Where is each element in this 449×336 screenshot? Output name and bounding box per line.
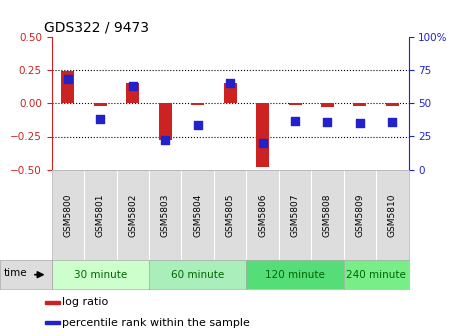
Point — [291, 118, 299, 123]
Text: GSM5804: GSM5804 — [193, 193, 202, 237]
Text: percentile rank within the sample: percentile rank within the sample — [62, 318, 250, 328]
Bar — [45, 301, 60, 303]
Text: GSM5805: GSM5805 — [225, 193, 235, 237]
Point — [226, 81, 233, 86]
Text: GSM5800: GSM5800 — [63, 193, 72, 237]
Bar — [191, 103, 204, 104]
Text: GSM5806: GSM5806 — [258, 193, 267, 237]
Text: GDS322 / 9473: GDS322 / 9473 — [44, 20, 150, 34]
Text: GSM5808: GSM5808 — [323, 193, 332, 237]
Point — [162, 138, 169, 143]
Text: 120 minute: 120 minute — [265, 270, 325, 280]
Text: GSM5810: GSM5810 — [388, 193, 397, 237]
Text: 60 minute: 60 minute — [171, 270, 224, 280]
Text: GSM5801: GSM5801 — [96, 193, 105, 237]
Text: GSM5803: GSM5803 — [161, 193, 170, 237]
Bar — [94, 103, 107, 106]
Point — [64, 77, 71, 82]
Bar — [289, 103, 302, 104]
Text: 30 minute: 30 minute — [74, 270, 127, 280]
Bar — [159, 103, 172, 140]
Point — [324, 119, 331, 125]
Bar — [386, 103, 399, 106]
Point — [194, 122, 201, 127]
Point — [259, 140, 266, 146]
Bar — [224, 83, 237, 103]
Bar — [256, 103, 269, 167]
Bar — [126, 83, 139, 103]
Text: time: time — [4, 268, 28, 278]
Point — [97, 117, 104, 122]
Point — [357, 121, 364, 126]
Text: GSM5807: GSM5807 — [291, 193, 299, 237]
Text: GSM5809: GSM5809 — [356, 193, 365, 237]
Point — [129, 83, 136, 89]
Text: log ratio: log ratio — [62, 297, 109, 307]
Bar — [62, 72, 75, 103]
Bar — [353, 103, 366, 106]
Text: 240 minute: 240 minute — [346, 270, 406, 280]
Text: GSM5802: GSM5802 — [128, 193, 137, 237]
Bar — [45, 322, 60, 324]
Point — [389, 119, 396, 125]
Bar — [321, 103, 334, 107]
